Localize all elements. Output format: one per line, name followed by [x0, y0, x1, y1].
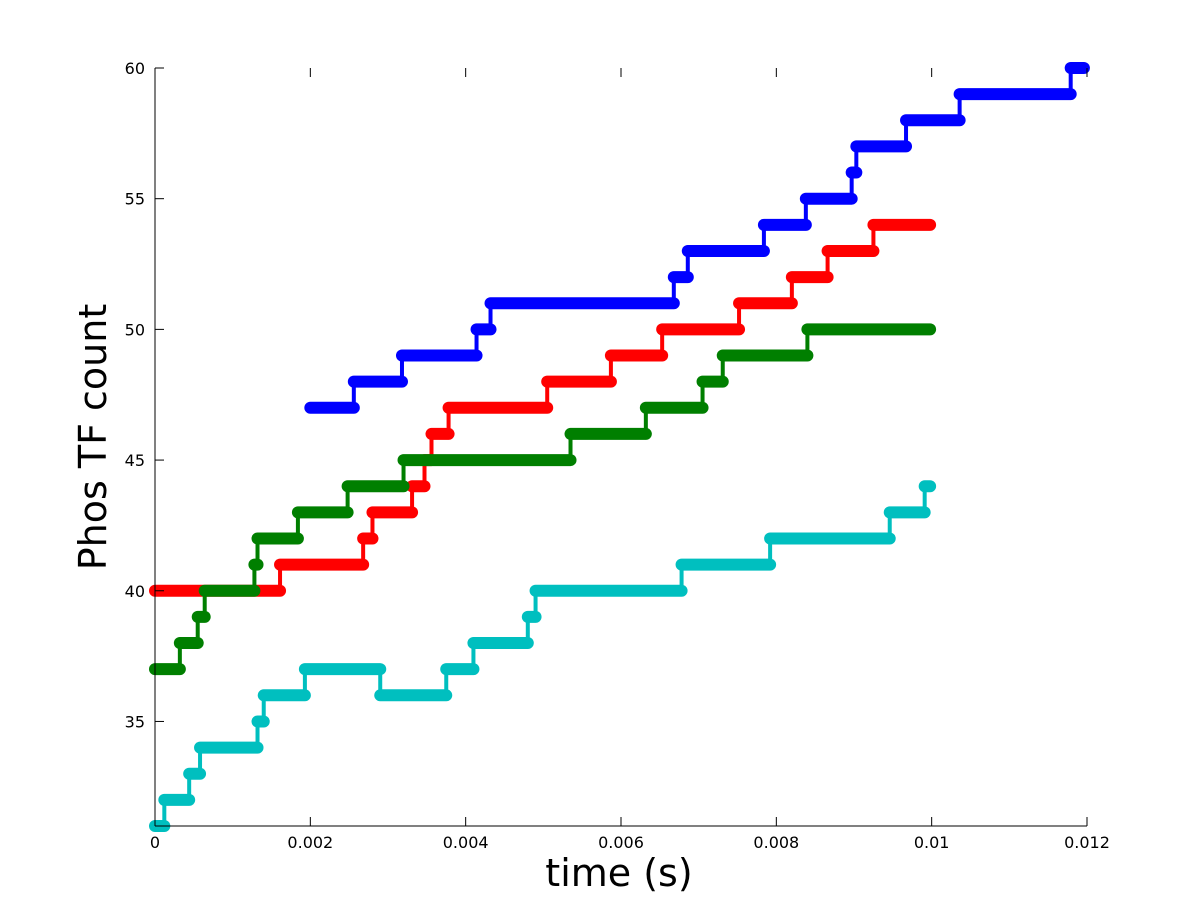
y-ticks: 35 40 45 50 55 60: [125, 59, 164, 731]
plot-series: [149, 62, 1090, 832]
x-tick-label: 0.012: [1064, 833, 1110, 852]
plot-axes: [154, 68, 1087, 827]
y-tick-label: 55: [125, 190, 145, 209]
x-tick-label: 0: [150, 833, 160, 852]
series-0: [304, 62, 1090, 414]
x-tick-label: 0.008: [753, 833, 799, 852]
y-tick-label: 50: [125, 320, 145, 339]
y-tick-label: 60: [125, 59, 145, 78]
x-tick-label: 0.002: [287, 833, 333, 852]
y-tick-label: 45: [125, 451, 145, 470]
y-tick-label: 35: [125, 712, 145, 731]
y-tick-label: 40: [125, 582, 145, 601]
x-axis-title: time (s): [545, 851, 692, 895]
x-tick-label: 0.004: [443, 833, 489, 852]
series-2: [149, 323, 937, 676]
series-3: [149, 480, 937, 832]
x-ticks: 0 0.002 0.004 0.006 0.008 0.01 0.012: [150, 68, 1110, 852]
x-tick-label: 0.01: [914, 833, 950, 852]
y-axis-title: Phos TF count: [71, 304, 115, 570]
x-tick-label: 0.006: [598, 833, 644, 852]
